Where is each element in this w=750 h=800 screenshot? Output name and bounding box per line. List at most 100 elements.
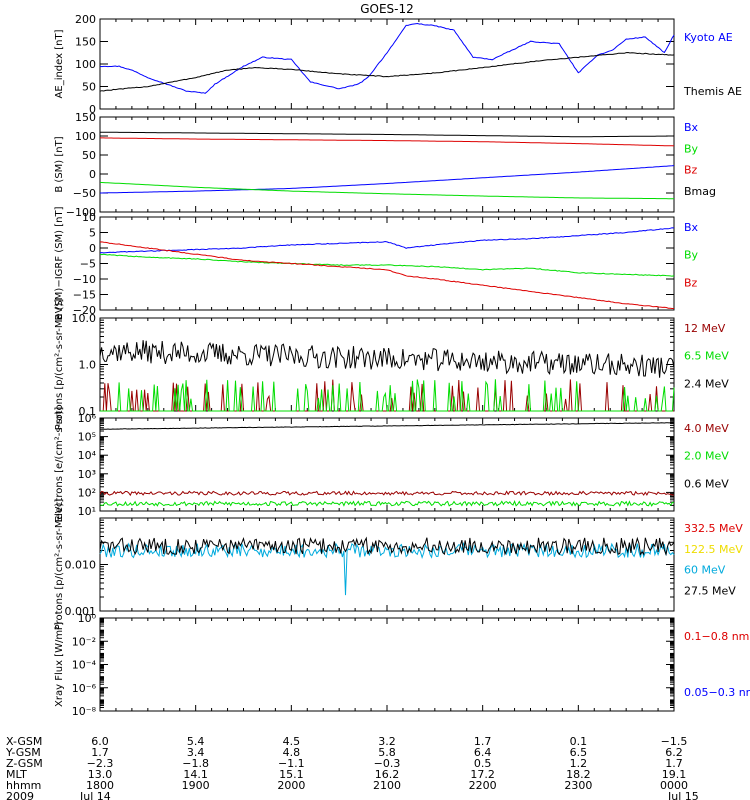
footer-value: 0000 <box>660 779 688 792</box>
series-line-bx <box>100 165 675 194</box>
panel-3: −20 −15 −10 −5 0 5 10 B (SM)−IGRF (SM) [nT] Bx By… <box>54 206 699 320</box>
series-line-themis-ae <box>99 51 675 92</box>
y-tick-label: 10⁶ <box>78 412 97 425</box>
series-line-bz <box>100 137 675 147</box>
footer-value: 3.4 <box>187 746 205 759</box>
footer-value: −0.3 <box>374 757 401 770</box>
y-tick-label: 150 <box>75 36 96 49</box>
legend-label: 2.0 MeV <box>684 450 729 463</box>
y-tick-label: 50 <box>82 81 96 94</box>
legend-label: 12 MeV <box>684 322 726 335</box>
footer-ephemeris: X-GSMY-GSMZ-GSMMLThhmm20096.01.7−2.313.0… <box>5 735 699 800</box>
legend-label: Themis AE <box>683 85 742 98</box>
footer-value: 13.0 <box>88 768 113 781</box>
y-tick-label: 10⁴ <box>78 449 97 462</box>
legend-label: Bx <box>684 121 699 134</box>
legend-label: 0.05−0.3 nm <box>684 686 750 699</box>
series-line-bmag <box>100 131 674 138</box>
panel-frame <box>99 517 675 612</box>
footer-value: 2200 <box>469 779 497 792</box>
footer-value: 19.1 <box>662 768 687 781</box>
footer-value: 0.1 <box>570 735 588 748</box>
footer-value: 6.5 <box>570 746 588 759</box>
panel-frame <box>99 216 675 311</box>
series-line-60-mev <box>99 542 675 596</box>
footer-value: 1.7 <box>474 735 492 748</box>
y-tick-label: −5 <box>80 258 96 271</box>
footer-value: 1.2 <box>570 757 588 770</box>
y-axis-label: AE_index [nT] <box>54 29 65 98</box>
y-axis-label: Protons [p/(cm²-s-sr-MeV)] <box>54 499 65 631</box>
y-axis-label: B (SM) [nT] <box>54 136 65 192</box>
y-tick-label: −100 <box>66 206 96 219</box>
legend-label: 0.6 MeV <box>684 477 729 490</box>
y-tick-label: −15 <box>73 289 96 302</box>
series-line-by <box>99 181 674 200</box>
footer-value: 0.5 <box>474 757 492 770</box>
legend-label: 2.4 MeV <box>684 377 729 390</box>
footer-value: 14.1 <box>183 768 208 781</box>
footer-value: 1.7 <box>91 746 109 759</box>
panel-frame <box>99 617 675 712</box>
footer-row-label: Z-GSM <box>6 757 43 770</box>
footer-row-label: X-GSM <box>6 735 42 748</box>
legend-label: 122.5 MeV <box>684 543 743 556</box>
footer-value: 4.5 <box>283 735 301 748</box>
footer-row-label: 2009 <box>6 790 34 800</box>
figure-title: GOES-12 <box>360 2 414 16</box>
panel-frame <box>99 417 675 512</box>
y-axis-label: Protons [p/(cm²-s-sr-MeV)] <box>54 299 65 431</box>
series-line-2-4-mev <box>99 340 675 378</box>
footer-value: Jul 14 <box>79 790 111 800</box>
series-line-by <box>99 253 675 277</box>
footer-value: 4.8 <box>283 746 301 759</box>
series-line-4-0-mev <box>99 490 674 497</box>
y-tick-label: 0 <box>89 103 96 116</box>
legend-label: 6.5 MeV <box>684 350 729 363</box>
y-tick-label: 0.010 <box>65 559 97 572</box>
series-line-bx <box>99 227 675 254</box>
footer-value: 3.2 <box>378 735 396 748</box>
legend-label: By <box>684 142 699 155</box>
legend-label: 0.1−0.8 nm <box>684 630 749 643</box>
y-tick-label: 10² <box>78 486 96 499</box>
y-tick-label: 10 <box>82 211 96 224</box>
panel-7: 10⁻⁸ 10⁻⁶ 10⁻⁴ 10⁻² 10⁰ Xray Flux [W/m²] 0.1−0… <box>54 612 750 718</box>
panel-1: 0 50 100 150 200 AE_index [nT] Kyoto AE Themis … <box>54 13 742 116</box>
y-tick-label: 10⁵ <box>78 431 96 444</box>
y-tick-label: 10.0 <box>72 312 97 325</box>
legend-label: Bz <box>684 276 698 289</box>
y-tick-label: 1.0 <box>79 359 97 372</box>
y-tick-label: 100 <box>75 130 96 143</box>
footer-value: 2300 <box>564 779 592 792</box>
legend-label: 332.5 MeV <box>684 522 743 535</box>
footer-value: 1800 <box>86 779 114 792</box>
y-tick-label: 0.1 <box>79 405 97 418</box>
footer-row-label: hhmm <box>6 779 41 792</box>
footer-value: 6.2 <box>665 746 683 759</box>
footer-value: Jul 15 <box>667 790 699 800</box>
y-tick-label: 0 <box>89 242 96 255</box>
footer-value: 5.4 <box>187 735 205 748</box>
panel-5: 10¹ 10² 10³ 10⁴ 10⁵ 10⁶ Electrons [e/(cm²-s-sr… <box>54 407 729 523</box>
y-tick-label: 10³ <box>78 468 96 481</box>
panel-2: −100 −50 0 50 100 150 B (SM) [nT] Bx By Bz Bmag <box>54 111 716 219</box>
y-axis-label: Electrons [e/(cm²-s-sr)] <box>54 407 65 523</box>
y-tick-label: 10⁻² <box>72 635 96 648</box>
y-tick-label: 200 <box>75 13 96 26</box>
y-tick-label: 150 <box>75 111 96 124</box>
y-tick-label: −10 <box>73 273 96 286</box>
footer-value: 5.8 <box>378 746 396 759</box>
footer-value: −1.8 <box>182 757 209 770</box>
series-line-bz <box>99 241 674 309</box>
series-line-2-0-mev <box>99 500 675 507</box>
footer-value: −1.1 <box>278 757 305 770</box>
y-tick-label: 10⁻⁴ <box>72 659 97 672</box>
series-line-27-5-mev <box>99 536 675 557</box>
y-tick-label: 0 <box>89 168 96 181</box>
series-line-kyoto-ae <box>99 22 675 94</box>
footer-value: 6.0 <box>91 735 109 748</box>
series-line-6-5-mev <box>100 379 675 412</box>
